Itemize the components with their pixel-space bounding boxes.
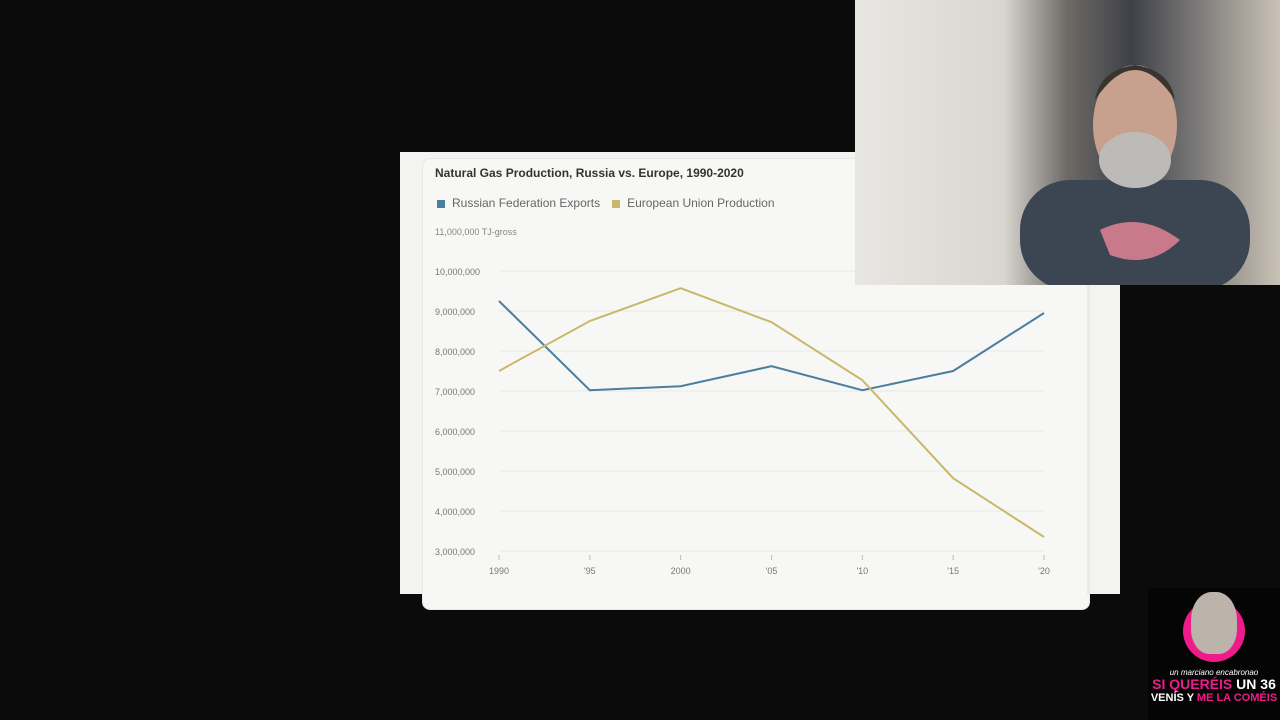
legend-label: European Union Production <box>627 196 775 210</box>
channel-badge: un marciano encabronao SI QUERÉIS UN 36 … <box>1148 588 1280 720</box>
x-tick-label: '10 <box>856 566 868 576</box>
x-tick-label: 1990 <box>489 566 509 576</box>
series-line-russia <box>498 300 1045 392</box>
y-tick-label: 6,000,000 <box>435 427 475 437</box>
y-tick-label: 7,000,000 <box>435 387 475 397</box>
x-tick-label: 2000 <box>671 566 691 576</box>
y-axis-top-label: 11,000,000 TJ-gross <box>435 227 517 237</box>
legend-label: Russian Federation Exports <box>452 196 601 210</box>
badge-tagline: un marciano encabronao <box>1169 668 1259 677</box>
streamer-video <box>1020 65 1250 285</box>
chart-title: Natural Gas Production, Russia vs. Europ… <box>435 166 744 180</box>
series-line-eu <box>498 287 1045 538</box>
legend-item-eu: European Union Production <box>612 196 775 210</box>
x-tick-label: '05 <box>766 566 778 576</box>
badge-text: UN 36 <box>1236 676 1276 692</box>
badge-text: SI QUERÉIS <box>1152 676 1233 692</box>
legend-swatch <box>437 199 445 208</box>
x-tick-label: '15 <box>947 566 959 576</box>
x-tick-label: '20 <box>1038 566 1050 576</box>
y-tick-label: 5,000,000 <box>435 467 475 477</box>
chart-legend: Russian Federation Exports European Unio… <box>437 196 775 210</box>
badge-logo <box>1183 592 1245 662</box>
badge-text: VENÍS Y <box>1150 692 1194 704</box>
webcam-feed <box>855 0 1280 285</box>
y-tick-label: 10,000,000 <box>435 267 480 277</box>
legend-swatch <box>612 199 621 208</box>
y-tick-label: 9,000,000 <box>435 307 475 317</box>
y-tick-label: 4,000,000 <box>435 507 475 517</box>
y-tick-label: 8,000,000 <box>435 347 475 357</box>
y-tick-label: 3,000,000 <box>435 547 475 557</box>
legend-item-russia: Russian Federation Exports <box>437 196 600 210</box>
line-chart: 3,000,000 4,000,000 5,000,000 6,000,000 7,00… <box>435 227 1089 594</box>
x-tick-label: '95 <box>584 566 596 576</box>
badge-text: ME LA COMÉIS <box>1196 692 1278 704</box>
